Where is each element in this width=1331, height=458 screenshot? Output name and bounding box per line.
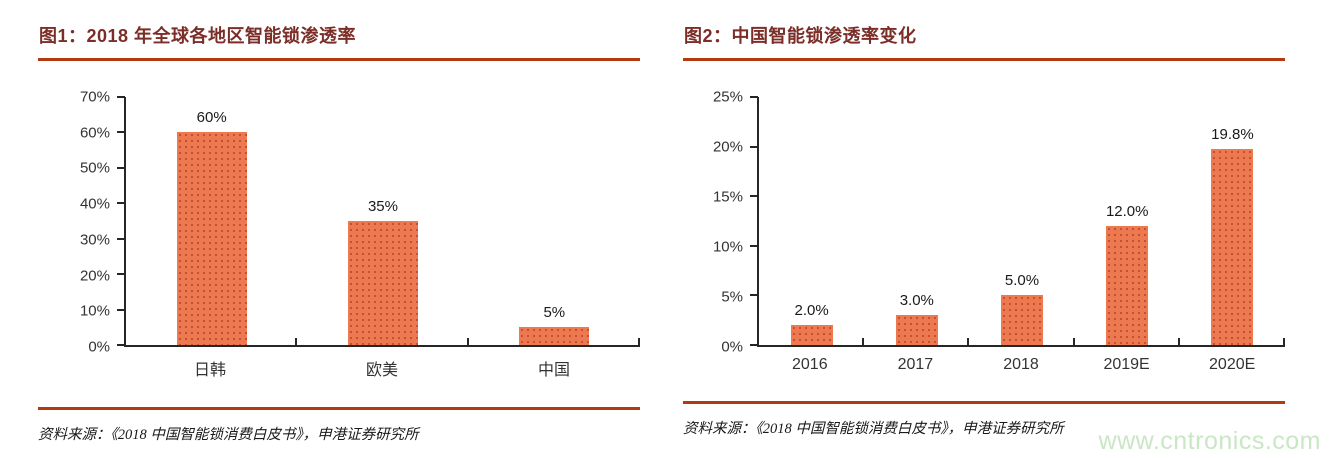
y-tick-mark [750,344,758,346]
bar-slot: 5% [469,97,640,345]
y-tick-label: 70% [79,88,110,106]
x-axis-label: 2016 [792,356,828,373]
x-axis-label: 2017 [897,356,934,373]
x-axis-label: 2018 [1003,356,1039,373]
bar-slot: 35% [297,97,468,345]
plot-wrap: 60% 35% 5% 日韩 欧美 中国 [117,96,640,380]
bar-slot: 2.0% [759,97,864,345]
x-axis-labels: 2016 2017 2018 2019E 2020E [757,356,1285,374]
bar-日韩 [176,132,247,345]
bar-中国 [519,327,590,345]
bar-data-label: 3.0% [899,292,934,310]
y-tick-mark [750,96,758,98]
y-tick-mark [117,344,125,346]
y-tick-mark [750,195,758,198]
figure-2-title-rule [683,58,1285,61]
bar-2018 [1000,295,1044,345]
bar-2020E [1211,148,1254,345]
x-axis-label: 中国 [537,362,570,379]
figure-2-source-note: 资料来源：《2018 中国智能锁消费白皮书》，申港证券研究所 [683,421,1064,437]
figure-1-bar-chart: 70% 60% 50% 40% 30% 20% 10% 0% 60% 35% 5% 日韩 欧美 中国 [38,89,640,380]
x-tick-mark [466,338,469,345]
y-tick-label: 0% [721,338,743,356]
bar-2017 [895,315,938,345]
x-axis-label: 2020E [1209,356,1256,373]
y-tick-mark [750,145,758,148]
bar-data-label: 5.0% [1004,272,1040,290]
y-tick-label: 15% [712,188,743,206]
x-tick-mark [1177,338,1180,345]
bar-2019E [1106,225,1149,345]
y-tick-mark [750,294,758,297]
x-tick-mark [295,338,298,345]
figure-1-panel: 图1：2018 年全球各地区智能锁渗透率 70% 60% 50% 40% 30% 20% 1… [38,22,640,458]
bar-2016 [790,325,833,345]
bar-欧美 [347,221,419,345]
x-axis-label: 欧美 [365,362,398,379]
x-tick-mark [862,338,865,345]
y-tick-mark [750,244,758,247]
figure-2-panel: 图2：中国智能锁渗透率变化 25% 20% 15% 10% 5% 0% 2.0% 3.0% 5… [683,22,1285,458]
y-tick-label: 0% [88,338,110,356]
bar-slot: 3.0% [864,97,969,345]
bar-slot: 60% [126,97,297,345]
x-tick-mark [967,338,970,345]
y-tick-label: 10% [712,238,743,256]
bar-data-label: 2.0% [794,302,829,320]
bar-data-label: 12.0% [1105,202,1149,220]
y-tick-label: 60% [79,124,110,142]
y-tick-mark [117,166,125,169]
figure-1-source-note: 资料来源：《2018 中国智能锁消费白皮书》，申港证券研究所 [38,427,419,443]
x-axis-label: 2019E [1103,356,1150,373]
plot-wrap: 2.0% 3.0% 5.0% 12.0% 19.8% 2016 2017 2018 2019E… [750,96,1285,374]
y-tick-label: 20% [79,267,110,285]
figure-1-title: 图1：2018 年全球各地区智能锁渗透率 [39,26,357,46]
x-tick-mark [638,338,640,345]
plot-area: 2.0% 3.0% 5.0% 12.0% 19.8% [750,96,1285,347]
figure-2-title: 图2：中国智能锁渗透率变化 [684,26,917,46]
figure-2-bottom-rule [683,401,1285,404]
y-tick-label: 40% [79,195,110,213]
bar-data-label: 19.8% [1211,125,1254,143]
watermark-text: www.cntronics.com [1098,427,1321,455]
bar-data-label: 60% [196,109,227,127]
chart-body: 70% 60% 50% 40% 30% 20% 10% 0% 60% 35% 5% 日韩 欧美 中国 [38,89,640,380]
figure-1-bottom-rule [38,407,640,410]
y-tick-mark [117,237,125,240]
figure-1-title-rule [38,58,640,61]
y-tick-mark [117,308,125,311]
bar-slot: 5.0% [969,97,1074,345]
bar-slot: 19.8% [1180,97,1285,345]
y-tick-mark [117,273,125,276]
y-tick-label: 25% [712,88,743,106]
y-axis: 70% 60% 50% 40% 30% 20% 10% 0% [38,89,124,356]
y-tick-label: 5% [721,288,743,306]
x-tick-mark [1283,338,1285,345]
x-axis-labels: 日韩 欧美 中国 [124,356,640,380]
y-tick-mark [117,202,125,205]
y-tick-mark [117,96,125,98]
plot-area: 60% 35% 5% [117,96,640,347]
x-tick-mark [1072,338,1075,345]
y-tick-label: 30% [79,231,110,249]
chart-body: 25% 20% 15% 10% 5% 0% 2.0% 3.0% 5.0% 12.0% 19.8% … [683,89,1285,374]
y-tick-label: 50% [79,159,110,177]
y-axis: 25% 20% 15% 10% 5% 0% [683,89,757,356]
y-tick-label: 20% [712,138,743,156]
y-tick-mark [117,131,125,134]
figure-2-bar-chart: 25% 20% 15% 10% 5% 0% 2.0% 3.0% 5.0% 12.0% 19.8% … [683,89,1285,374]
bar-data-label: 5% [543,304,566,322]
x-axis-label: 日韩 [193,362,226,379]
bar-data-label: 35% [367,198,398,215]
bar-slot: 12.0% [1075,97,1180,345]
y-tick-label: 10% [79,302,110,320]
